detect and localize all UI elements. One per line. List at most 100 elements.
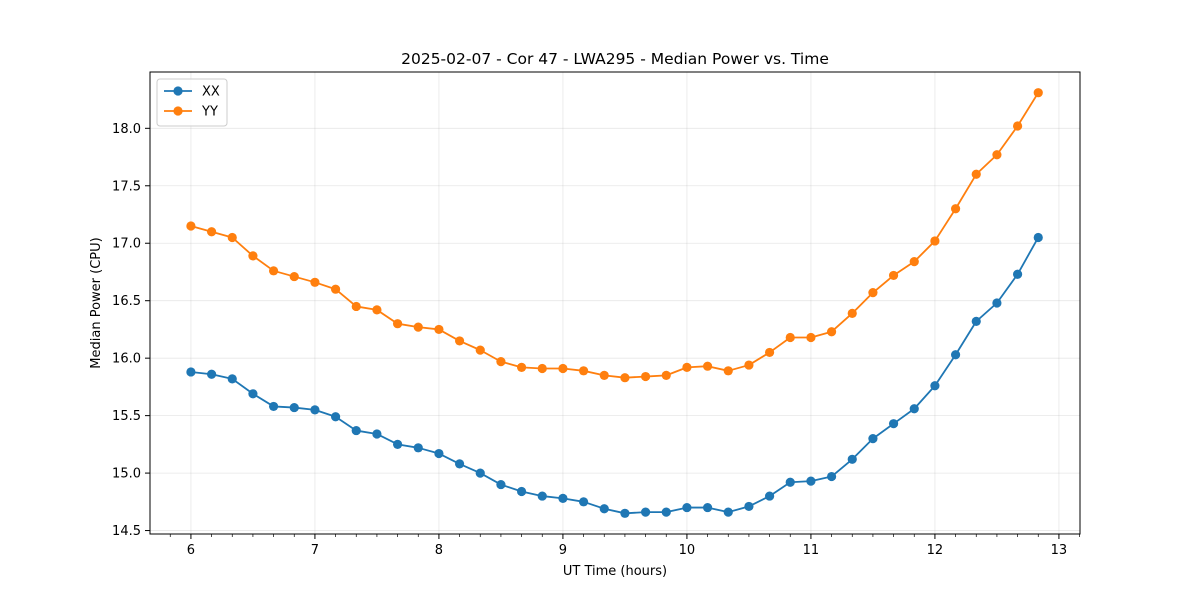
data-point-yy — [475, 345, 485, 355]
data-point-xx — [330, 412, 341, 422]
x-tick-label: 10 — [679, 543, 696, 558]
data-point-xx — [702, 502, 713, 513]
data-point-yy — [868, 288, 878, 298]
legend-marker-yy — [173, 106, 183, 116]
data-point-yy — [744, 360, 754, 370]
y-axis-ticks: 14.5 15.0 15.5 16.0 16.5 17.0 17.5 18.0 — [112, 122, 150, 539]
data-point-xx — [620, 508, 630, 518]
data-point-xx — [248, 389, 258, 399]
data-point-xx — [558, 493, 568, 503]
data-point-xx — [475, 468, 485, 478]
y-tick-label: 16.5 — [112, 294, 141, 309]
data-point-xx — [434, 448, 444, 459]
data-point-yy — [289, 271, 299, 282]
data-point-yy — [1012, 121, 1023, 131]
data-point-yy — [640, 371, 651, 382]
legend-label-xx: XX — [202, 85, 220, 100]
data-point-yy — [992, 150, 1002, 160]
legend-label-yy: YY — [201, 105, 218, 120]
data-point-yy — [268, 266, 279, 276]
plot-frame — [149, 71, 1081, 535]
x-tick-label: 12 — [927, 543, 944, 558]
data-point-xx — [537, 491, 547, 501]
data-point-xx — [186, 367, 196, 377]
data-point-yy — [702, 361, 713, 371]
data-point-yy — [434, 324, 444, 335]
data-point-xx — [723, 507, 733, 517]
data-point-yy — [351, 301, 361, 312]
y-tick-label: 15.0 — [112, 467, 141, 482]
data-point-yy — [227, 232, 237, 243]
data-point-xx — [496, 479, 506, 490]
data-point-xx — [682, 502, 692, 513]
data-point-xx — [930, 381, 940, 391]
data-point-yy — [971, 169, 981, 179]
data-point-yy — [413, 322, 423, 332]
chart-title: 2025-02-07 - Cor 47 - LWA295 - Median Po… — [401, 50, 829, 68]
y-tick-label: 16.0 — [112, 352, 141, 367]
y-tick-label: 15.5 — [112, 409, 141, 424]
data-point-yy — [950, 204, 961, 214]
data-point-yy — [372, 305, 382, 315]
x-tick-label: 8 — [435, 543, 443, 558]
data-point-xx — [992, 298, 1002, 308]
legend-marker-xx — [173, 86, 183, 96]
data-point-xx — [661, 507, 671, 517]
data-point-yy — [826, 327, 837, 337]
data-point-yy — [847, 308, 857, 318]
data-point-yy — [682, 362, 692, 372]
x-tick-label: 7 — [311, 543, 319, 558]
data-point-xx — [1033, 232, 1043, 243]
x-tick-label: 6 — [187, 543, 195, 558]
data-point-yy — [599, 370, 609, 380]
data-point-yy — [206, 227, 217, 237]
data-point-xx — [351, 425, 361, 436]
data-point-xx — [785, 477, 795, 487]
data-point-xx — [909, 404, 919, 414]
data-point-xx — [206, 369, 217, 379]
x-tick-label: 13 — [1051, 543, 1068, 558]
data-point-yy — [558, 363, 568, 374]
data-point-xx — [454, 459, 465, 469]
data-point-yy — [764, 347, 775, 358]
legend: XX YY — [156, 78, 228, 127]
data-point-yy — [806, 332, 816, 343]
y-tick-label: 14.5 — [112, 524, 141, 539]
data-point-xx — [1012, 269, 1023, 279]
data-point-xx — [640, 507, 651, 517]
data-point-yy — [620, 373, 630, 383]
data-point-yy — [723, 366, 733, 376]
y-tick-label: 17.0 — [112, 237, 141, 252]
data-point-yy — [1033, 88, 1043, 98]
data-point-yy — [454, 336, 465, 346]
data-point-xx — [599, 504, 609, 514]
data-point-xx — [310, 405, 320, 415]
data-point-xx — [268, 401, 279, 412]
data-point-xx — [764, 491, 775, 501]
data-point-yy — [785, 332, 795, 343]
data-point-yy — [310, 277, 320, 287]
data-point-yy — [537, 363, 547, 374]
data-point-xx — [372, 429, 382, 439]
data-point-xx — [516, 486, 527, 497]
data-point-yy — [888, 270, 899, 281]
data-point-xx — [392, 439, 403, 449]
data-point-yy — [516, 362, 527, 372]
data-point-xx — [806, 476, 816, 486]
y-tick-label: 17.5 — [112, 179, 141, 194]
data-point-yy — [661, 370, 671, 380]
data-point-yy — [496, 357, 506, 367]
data-point-xx — [826, 471, 837, 482]
data-point-yy — [909, 257, 919, 267]
data-point-xx — [847, 454, 857, 464]
data-point-xx — [227, 374, 237, 384]
data-point-xx — [971, 316, 981, 326]
series-lines — [186, 88, 1043, 518]
data-point-xx — [950, 350, 961, 360]
data-point-xx — [888, 419, 899, 429]
data-point-yy — [392, 319, 403, 329]
data-point-xx — [289, 402, 299, 413]
data-point-yy — [578, 366, 589, 376]
data-point-yy — [186, 221, 196, 231]
